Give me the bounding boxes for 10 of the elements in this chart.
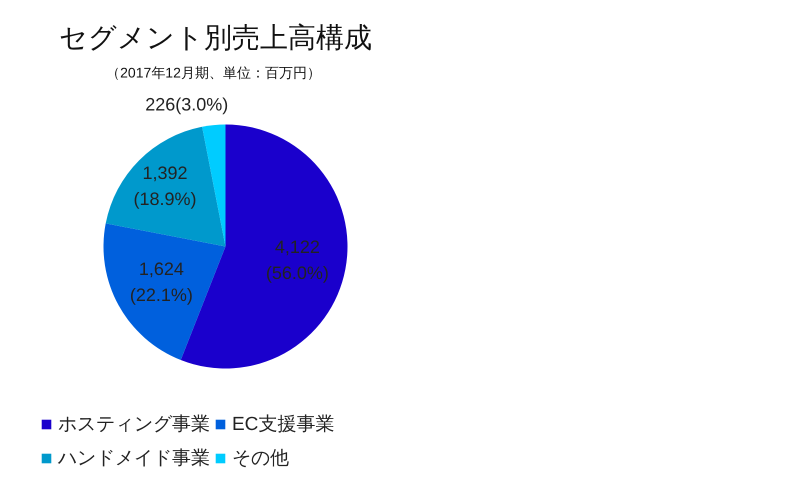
chart-title: セグメント別売上高構成 (59, 22, 372, 53)
data-label: 226(3.0%) (145, 94, 228, 114)
legend-label: ハンドメイド事業 (58, 447, 210, 471)
data-label: 4,122 (56.0%) (266, 237, 329, 284)
data-label: 1,392 (18.9%) (134, 163, 197, 210)
legend-label: EC支援事業 (232, 413, 334, 437)
legend-label: ホスティング事業 (58, 413, 210, 437)
chart-subtitle: （2017年12月期、単位：百万円） (106, 64, 321, 80)
data-label: 1,624 (22.1%) (130, 258, 193, 305)
legend-label: その他 (232, 447, 289, 471)
